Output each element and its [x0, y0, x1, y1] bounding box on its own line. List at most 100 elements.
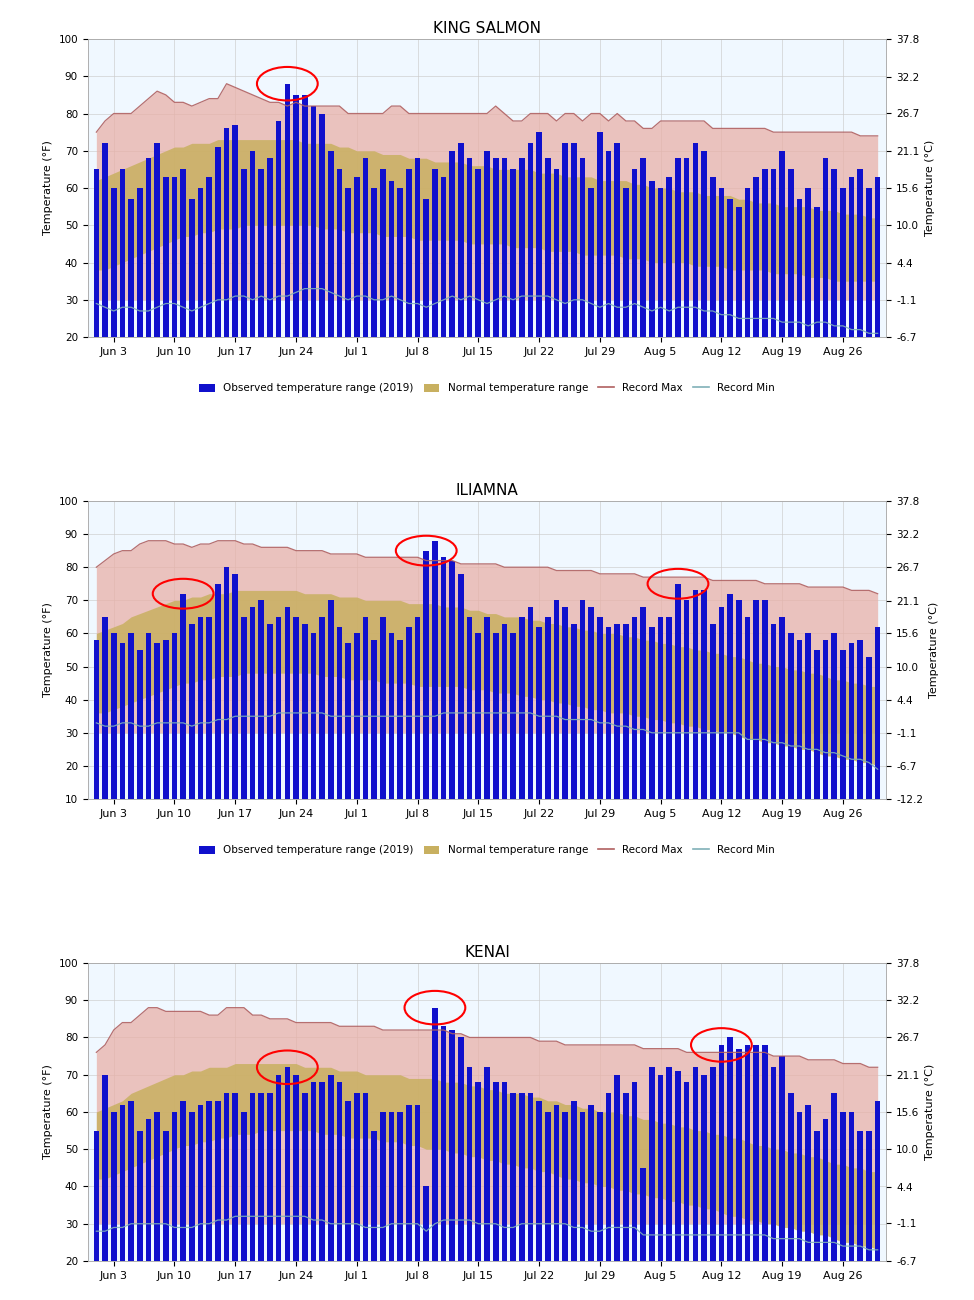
- Bar: [866, 656, 872, 832]
- Bar: [562, 607, 568, 832]
- Bar: [805, 1105, 811, 1300]
- Bar: [537, 627, 542, 832]
- Bar: [215, 1101, 221, 1300]
- Bar: [171, 633, 177, 832]
- Bar: [832, 1093, 837, 1300]
- Bar: [276, 121, 281, 412]
- Bar: [615, 624, 620, 832]
- Bar: [145, 1119, 151, 1300]
- Bar: [380, 1112, 386, 1300]
- Bar: [510, 169, 516, 412]
- Bar: [710, 177, 716, 412]
- Bar: [189, 1112, 195, 1300]
- Bar: [710, 1067, 716, 1300]
- Bar: [267, 624, 273, 832]
- Bar: [276, 1075, 281, 1300]
- Bar: [120, 169, 126, 412]
- Bar: [345, 188, 351, 412]
- Bar: [449, 151, 455, 412]
- Bar: [337, 627, 342, 832]
- Bar: [302, 95, 308, 412]
- Bar: [467, 159, 472, 412]
- Legend: Observed temperature range (2019), Normal temperature range, Record Max, Record : Observed temperature range (2019), Norma…: [195, 380, 779, 398]
- Bar: [432, 1008, 437, 1300]
- Bar: [657, 188, 663, 412]
- Bar: [666, 618, 672, 832]
- Bar: [458, 143, 464, 412]
- Bar: [129, 633, 133, 832]
- Bar: [528, 607, 533, 832]
- Bar: [580, 1112, 585, 1300]
- Bar: [345, 1101, 351, 1300]
- Bar: [233, 573, 238, 832]
- Bar: [571, 1101, 577, 1300]
- Bar: [848, 177, 854, 412]
- Bar: [328, 151, 333, 412]
- Bar: [198, 188, 204, 412]
- Bar: [224, 567, 230, 832]
- Bar: [588, 607, 594, 832]
- Bar: [528, 1093, 533, 1300]
- Bar: [102, 143, 108, 412]
- Bar: [406, 1105, 412, 1300]
- Bar: [701, 590, 707, 832]
- Bar: [537, 133, 542, 412]
- Bar: [641, 159, 646, 412]
- Bar: [848, 1112, 854, 1300]
- Bar: [857, 169, 863, 412]
- Bar: [215, 147, 221, 412]
- Bar: [770, 169, 776, 412]
- Bar: [424, 551, 430, 832]
- Bar: [744, 618, 750, 832]
- Bar: [814, 207, 820, 412]
- Bar: [744, 1045, 750, 1300]
- Bar: [424, 1187, 430, 1300]
- Bar: [588, 188, 594, 412]
- Bar: [701, 151, 707, 412]
- Bar: [571, 143, 577, 412]
- Bar: [102, 1075, 108, 1300]
- Bar: [293, 95, 299, 412]
- Bar: [319, 618, 325, 832]
- Bar: [233, 125, 238, 412]
- Bar: [319, 1082, 325, 1300]
- Bar: [841, 188, 845, 412]
- Bar: [111, 633, 117, 832]
- Bar: [493, 633, 499, 832]
- Bar: [684, 1082, 690, 1300]
- Bar: [215, 584, 221, 832]
- Bar: [458, 1037, 464, 1300]
- Bar: [866, 1131, 872, 1300]
- Bar: [693, 1067, 698, 1300]
- Bar: [284, 607, 290, 832]
- Bar: [102, 618, 108, 832]
- Bar: [154, 143, 160, 412]
- Bar: [206, 1101, 212, 1300]
- Bar: [328, 601, 333, 832]
- Bar: [319, 113, 325, 412]
- Bar: [657, 618, 663, 832]
- Bar: [129, 1101, 133, 1300]
- Bar: [537, 1101, 542, 1300]
- Bar: [544, 159, 550, 412]
- Bar: [719, 607, 725, 832]
- Bar: [293, 618, 299, 832]
- Bar: [848, 644, 854, 832]
- Title: KENAI: KENAI: [464, 945, 510, 961]
- Bar: [675, 1071, 681, 1300]
- Bar: [302, 1093, 308, 1300]
- Bar: [719, 1045, 725, 1300]
- Bar: [641, 1167, 646, 1300]
- Bar: [762, 169, 768, 412]
- Title: ILIAMNA: ILIAMNA: [456, 484, 518, 498]
- Bar: [249, 607, 255, 832]
- Bar: [788, 169, 794, 412]
- Y-axis label: Temperature (°C): Temperature (°C): [928, 602, 939, 698]
- Bar: [805, 633, 811, 832]
- Bar: [553, 169, 559, 412]
- Bar: [406, 169, 412, 412]
- Bar: [606, 1093, 612, 1300]
- Bar: [875, 1101, 880, 1300]
- Bar: [311, 1082, 317, 1300]
- Bar: [736, 1049, 741, 1300]
